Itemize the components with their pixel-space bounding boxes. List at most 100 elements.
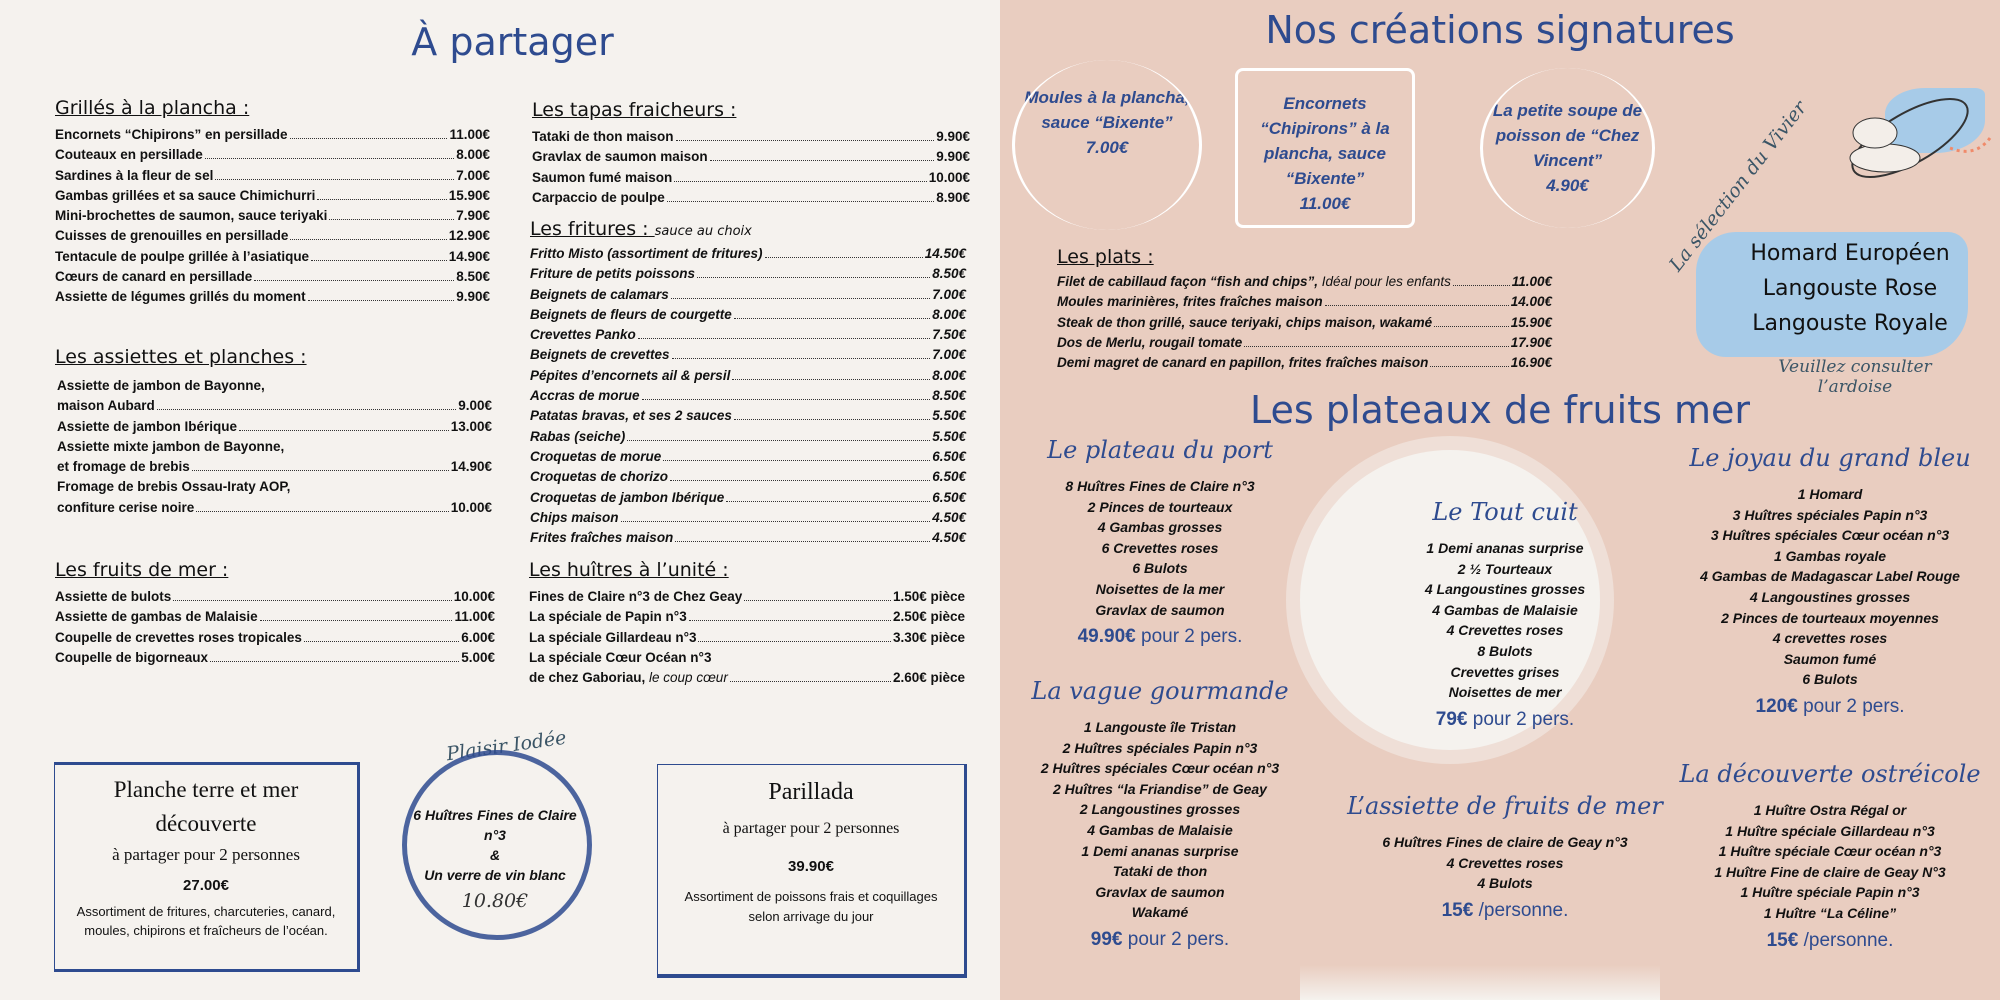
brush-circle [402,750,592,940]
item-price: 16.90€ [1510,355,1552,371]
plateau-price-unit: /personne. [1478,899,1569,921]
item-name: Patatas bravas, et ses 2 sauces [530,408,732,424]
item-name: La spéciale Cœur Océan n°3 [529,649,712,665]
plateau-item: Saumon fumé [1783,650,1877,667]
menu-item: Cœurs de canard en persillade 8.50€ [55,267,490,287]
heading-note: sauce au choix [654,224,752,239]
menu-item: Filet de cabillaud façon “fish and chips… [1057,272,1552,292]
item-name: La spéciale de Papin n°3 [529,609,687,625]
section-tapas: Les tapas fraicheurs : Tataki de thon ma… [532,99,970,208]
box-description: Assortiment de poissons frais et coquill… [684,889,938,924]
section-grilles: Grillés à la plancha : Encornets “Chipir… [55,97,490,308]
plateau-item: 1 Gambas royale [1773,547,1887,564]
item-label: Beignets de crevettes [530,345,670,365]
menu-item: Carpaccio de poulpe 8.90€ [532,188,970,208]
plateau-item: 1 Huître “La Céline” [1763,904,1897,921]
item-name: Chips maison [530,509,619,525]
plateau-du-port: Le plateau du port 8 Huîtres Fines de Cla… [1020,436,1300,648]
plateau-item: Tataki de thon [1112,863,1208,880]
item-label: Frites fraîches maison [530,528,673,548]
menu-item: Fromage de brebis Ossau-Iraty AOP, [57,477,492,497]
section-heading: Les huîtres à l’unité : [529,559,729,581]
item-label: Dos de Merlu, rougail tomate [1057,333,1242,353]
item-label: Gravlax de saumon maison [532,147,708,167]
menu-item: Assiette de légumes grillés du moment 9.9… [55,287,490,307]
item-name: Fritto Misto (assortiment de fritures) [530,246,763,261]
menu-item: Couteaux en persillade 8.00€ [55,145,490,165]
menu-item: Mini-brochettes de saumon, sauce teriyak… [55,206,490,226]
menu-item: Fritto Misto (assortiment de fritures) 14… [530,244,966,264]
section-fruits-de-mer: Les fruits de mer : Assiette de bulots 10… [55,559,495,668]
plateau-item: 6 Huîtres Fines de claire de Geay n°3 [1382,834,1628,850]
item-label: Assiette mixte jambon de Bayonne, [57,437,284,457]
item-label: La spéciale Gillardeau n°3 [529,628,696,648]
menu-item: Accras de morue 8.50€ [530,386,966,406]
menu-item: Friture de petits poissons 8.50€ [530,264,966,284]
plateau-items: 1 Huître Ostra Régal or 1 Huître spéciale… [1675,800,1985,924]
menu-list: Assiette de bulots 10.00€ Assiette de gamb… [55,587,495,668]
item-label: Tataki de thon maison [532,127,674,147]
left-page: À partager Grillés à la plancha : Encorn… [0,0,1000,1000]
item-name: Assiette mixte jambon de Bayonne, [57,438,285,454]
plateau-price-unit: pour 2 pers. [1803,695,1905,717]
menu-item: confiture cerise noire 10.00€ [57,498,492,518]
item-label: La spéciale Cœur Océan n°3 [529,648,711,668]
leader-dots [671,358,931,360]
leader-dots [733,419,931,421]
vivier-item: Langouste Rose [1762,276,1938,301]
plateau-item: 2 Pinces de tourteaux moyennes [1721,609,1939,626]
item-price: 9.90€ [936,129,970,144]
plaisir-price: 10.80€ [461,890,529,912]
item-name: Croquetas de jambon Ibérique [530,489,725,505]
menu-item: Beignets de fleurs de courgette 8.00€ [530,305,966,325]
item-label: Croquetas de chorizo [530,467,668,487]
plateau-item: 2 Huîtres spéciales Papin n°3 [1062,739,1258,756]
menu-item: et fromage de brebis 14.90€ [57,457,492,477]
page-title-signatures: Nos créations signatures [1265,8,1735,52]
item-name: Tentacule de poulpe grillée à l’asiatiqu… [55,248,310,264]
item-name: Fines de Claire n°3 de Chez Geay [529,589,743,604]
item-label: Crevettes Panko [530,325,636,345]
plaisir-amp: & [489,847,501,863]
item-label: Assiette de légumes grillés du moment [55,287,306,307]
menu-item: La spéciale de Papin n°3 2.50€ pièce [529,607,965,627]
box-description: Assortiment de fritures, charcuteries, c… [76,904,336,938]
plateau-title: La découverte ostréicole [1679,760,1981,788]
plateau-title: L’assiette de fruits de mer [1347,792,1663,820]
leader-dots [666,200,935,202]
item-name: maison Aubard [57,398,155,414]
menu-item: Assiette de jambon Ibérique 13.00€ [57,417,492,437]
item-price: 2.50€ pièce [892,609,965,625]
item-name: Beignets de crevettes [530,347,670,363]
plateau-price-line: 120€ pour 2 pers. [1675,696,1985,718]
item-price: 9.00€ [458,398,492,414]
plateau-item: Gravlax de saumon [1095,601,1225,618]
item-label: Assiette de bulots [55,587,171,607]
leader-dots [1430,366,1509,368]
section-heading: Les assiettes et planches : [55,346,307,368]
item-label: Encornets “Chipirons” en persillade [55,125,288,145]
plateau-item: 4 Gambas de Malaisie [1432,601,1578,618]
box-subtitle: à partager pour 2 personnes [722,820,900,837]
item-label: Carpaccio de poulpe [532,188,665,208]
plateau-title: Le joyau du grand bleu [1689,444,1971,472]
menu-item: Moules marinières, frites fraîches maiso… [1057,292,1552,312]
plateau-item: 8 Bulots [1477,642,1533,659]
leader-dots [191,470,449,472]
leader-dots [1244,345,1509,347]
item-price: 15.90€ [448,187,490,203]
plateaux-title: Les plateaux de fruits mer [1250,388,1750,432]
leader-dots [670,297,931,299]
menu-item: Assiette mixte jambon de Bayonne, [57,437,492,457]
plateau-item: 1 Homard [1797,486,1863,502]
menu-item: Assiette de bulots 10.00€ [55,587,495,607]
item-name: Demi magret de canard en papillon, frite… [1057,355,1429,371]
leader-dots [289,138,448,139]
item-name: Pépites d’encornets ail & persil [530,367,731,383]
leader-dots [733,317,931,319]
item-label: Fines de Claire n°3 de Chez Geay [529,587,742,607]
item-name: Carpaccio de poulpe [532,189,665,205]
plateau-price-line: 15€ /personne. [1675,930,1985,952]
plateau-price: 120€ [1755,695,1798,717]
vivier-highlight [1696,232,1968,357]
